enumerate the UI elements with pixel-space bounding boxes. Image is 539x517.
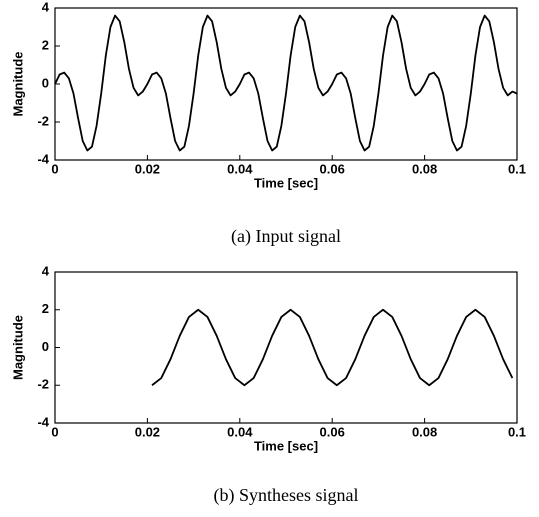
- y-tick-label: 2: [42, 37, 49, 52]
- x-tick-label: 0.04: [227, 161, 253, 176]
- x-tick-label: 0.02: [135, 161, 160, 176]
- y-tick-label: -2: [37, 113, 49, 128]
- x-tick-label: 0: [51, 161, 58, 176]
- caption: (a) Input signal: [231, 226, 341, 247]
- axes-box: [54, 7, 518, 161]
- y-tick-label: 0: [42, 75, 49, 90]
- y-axis-label: Magnitude: [10, 315, 25, 380]
- x-axis-label: Time [sec]: [254, 175, 318, 190]
- axes-box: [54, 271, 518, 424]
- x-tick-label: 0: [51, 424, 58, 439]
- y-axis-label: Magnitude: [10, 52, 25, 117]
- x-tick-label: 0.08: [412, 161, 437, 176]
- y-tick-label: 0: [42, 339, 49, 354]
- y-tick-label: -2: [37, 377, 49, 392]
- x-tick-label: 0.08: [412, 424, 437, 439]
- y-tick-label: -4: [37, 414, 49, 429]
- signal-line: [151, 308, 514, 387]
- caption: (b) Syntheses signal: [214, 485, 359, 506]
- x-tick-label: 0.06: [320, 424, 345, 439]
- signal-line: [54, 14, 518, 152]
- y-tick-label: 4: [42, 0, 50, 14]
- x-tick-label: 0.1: [508, 161, 526, 176]
- x-tick-label: 0.06: [320, 161, 345, 176]
- x-axis-label: Time [sec]: [254, 438, 318, 453]
- y-tick-label: 2: [42, 301, 49, 316]
- y-tick-label: -4: [37, 151, 49, 166]
- x-tick-label: 0.1: [508, 424, 526, 439]
- y-tick-label: 4: [42, 263, 50, 278]
- x-tick-label: 0.04: [227, 424, 253, 439]
- x-tick-label: 0.02: [135, 424, 160, 439]
